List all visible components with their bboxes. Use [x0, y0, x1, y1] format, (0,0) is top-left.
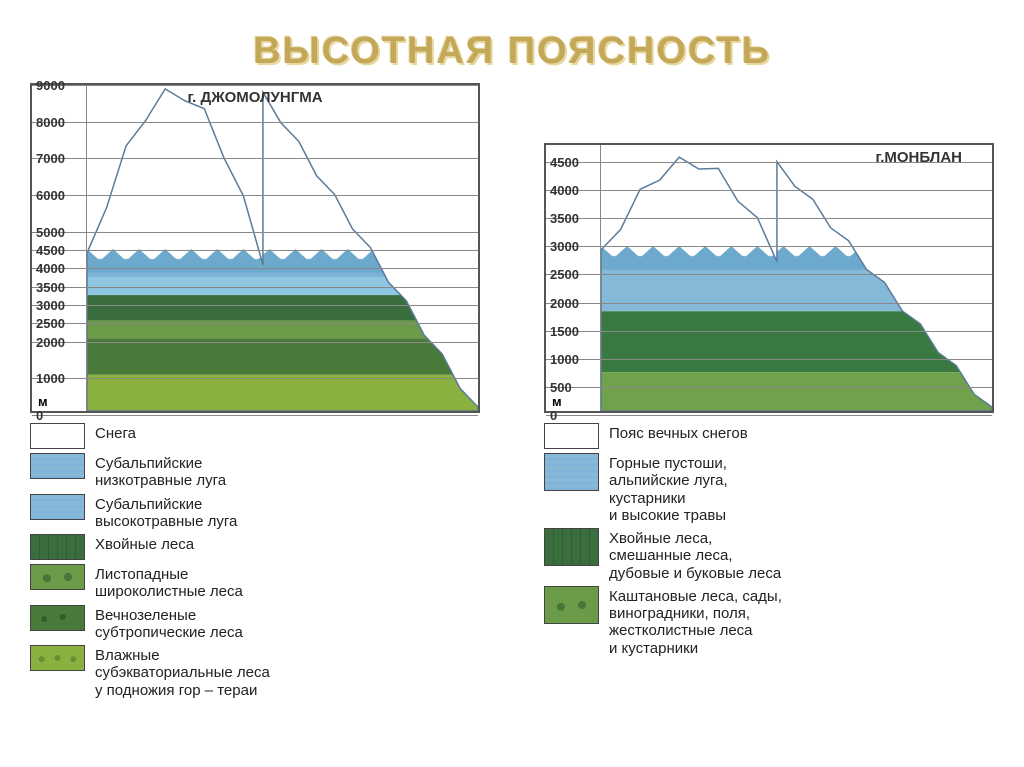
legend-swatch [30, 645, 85, 671]
gridline [601, 190, 992, 191]
legend-swatch [30, 494, 85, 520]
y-tick: 500 [546, 387, 601, 401]
gridline [87, 250, 478, 251]
legend-label: Снега [95, 423, 136, 442]
gridline [87, 342, 478, 343]
gridline [601, 218, 992, 219]
legend-label: Субальпийскиевысокотравные луга [95, 494, 237, 531]
legend-label: Каштановые леса, сады,виноградники, поля… [609, 586, 782, 657]
gridline [601, 246, 992, 247]
y-tick: 4000 [546, 190, 601, 204]
y-tick: 2000 [32, 342, 87, 356]
mountain-svg-left [87, 85, 478, 411]
gridline [87, 195, 478, 196]
legend-swatch [30, 453, 85, 479]
y-tick: 1000 [546, 359, 601, 373]
y-tick: 6000 [32, 195, 87, 209]
legend-item: Снега [30, 423, 480, 449]
gridline [601, 415, 992, 416]
mountain-area-right [601, 145, 992, 411]
gridline [87, 158, 478, 159]
legend-item: Влажныесубэкваториальные лесау подножия … [30, 645, 480, 699]
legend-label: Листопадныешироколистные леса [95, 564, 243, 601]
gridline [87, 122, 478, 123]
chart-left-title: г. ДЖОМОЛУНГМА [32, 89, 478, 106]
y-tick: 3500 [546, 218, 601, 232]
gridline [87, 287, 478, 288]
y-tick: 8000 [32, 122, 87, 136]
legend-swatch [544, 586, 599, 624]
legend-item: Хвойные леса [30, 534, 480, 560]
y-tick: 1500 [546, 331, 601, 345]
legend-item: Хвойные леса,смешанные леса,дубовые и бу… [544, 528, 994, 582]
gridline [601, 274, 992, 275]
y-axis-left: м 90008000700060005000450040003500300025… [32, 85, 87, 411]
legend-label: Хвойные леса,смешанные леса,дубовые и бу… [609, 528, 781, 582]
legends-row: Снега Субальпийскиенизкотравные луга Субал… [0, 413, 1024, 703]
chart-everest: г. ДЖОМОЛУНГМА м 90008000700060005000450… [30, 83, 480, 413]
legend-swatch [30, 605, 85, 631]
gridline [87, 232, 478, 233]
gridline [601, 331, 992, 332]
mountain-svg-right [601, 145, 992, 411]
y-unit-left: м [38, 394, 48, 409]
gridline [87, 85, 478, 86]
y-tick: 2500 [546, 274, 601, 288]
legend-swatch [544, 453, 599, 491]
gridline [87, 415, 478, 416]
legend-swatch [544, 528, 599, 566]
legend-swatch [30, 564, 85, 590]
gridline [87, 323, 478, 324]
legend-item: Субальпийскиевысокотравные луга [30, 494, 480, 531]
gridline [87, 305, 478, 306]
legend-item: Листопадныешироколистные леса [30, 564, 480, 601]
legend-item: Вечнозеленыесубтропические леса [30, 605, 480, 642]
legend-item: Горные пустоши,альпийские луга,кустарник… [544, 453, 994, 524]
legend-label: Пояс вечных снегов [609, 423, 748, 442]
y-tick: 0 [546, 415, 601, 429]
legend-item: Каштановые леса, сады,виноградники, поля… [544, 586, 994, 657]
y-tick: 0 [32, 415, 87, 429]
chart-right-title: г.МОНБЛАН [546, 149, 992, 166]
gridline [601, 359, 992, 360]
y-tick: 3000 [546, 246, 601, 260]
charts-row: г. ДЖОМОЛУНГМА м 90008000700060005000450… [0, 83, 1024, 413]
y-tick: 7000 [32, 158, 87, 172]
y-axis-right: м 450040003500300025002000150010005000 [546, 145, 601, 411]
gridline [87, 268, 478, 269]
legend-label: Субальпийскиенизкотравные луга [95, 453, 226, 490]
legend-label: Влажныесубэкваториальные лесау подножия … [95, 645, 270, 699]
chart-montblanc: г.МОНБЛАН м 4500400035003000250020001500… [544, 143, 994, 413]
gridline [601, 303, 992, 304]
legend-label: Горные пустоши,альпийские луга,кустарник… [609, 453, 728, 524]
legend-item: Субальпийскиенизкотравные луга [30, 453, 480, 490]
gridline [87, 378, 478, 379]
y-tick: 2000 [546, 303, 601, 317]
y-tick: 1000 [32, 378, 87, 392]
mountain-area-left [87, 85, 478, 411]
legend-swatch [30, 534, 85, 560]
legend-left: Снега Субальпийскиенизкотравные луга Субал… [30, 423, 480, 703]
page-title: ВЫСОТНАЯ ПОЯСНОСТЬ [0, 0, 1024, 83]
legend-right: Пояс вечных снегов Горные пустоши,альпийс… [544, 423, 994, 703]
gridline [601, 387, 992, 388]
legend-label: Вечнозеленыесубтропические леса [95, 605, 243, 642]
legend-item: Пояс вечных снегов [544, 423, 994, 449]
legend-label: Хвойные леса [95, 534, 194, 553]
